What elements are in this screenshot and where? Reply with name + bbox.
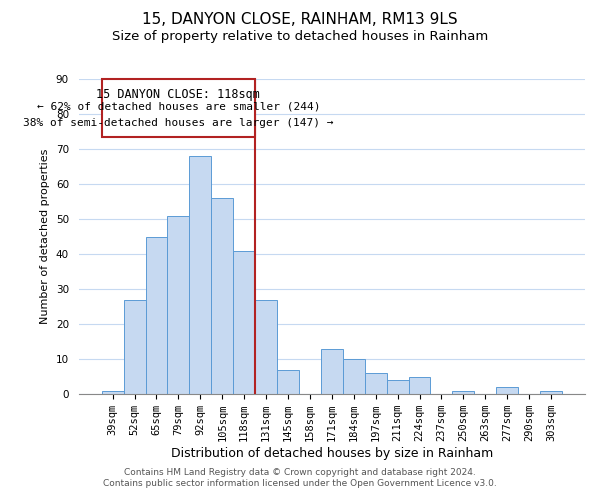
Bar: [101, 390, 124, 394]
Bar: [190, 156, 211, 394]
Text: 15, DANYON CLOSE, RAINHAM, RM13 9LS: 15, DANYON CLOSE, RAINHAM, RM13 9LS: [142, 12, 458, 28]
Text: ← 62% of detached houses are smaller (244): ← 62% of detached houses are smaller (24…: [37, 102, 320, 112]
Bar: [146, 236, 167, 394]
Bar: [124, 300, 146, 394]
Bar: [343, 359, 365, 394]
X-axis label: Distribution of detached houses by size in Rainham: Distribution of detached houses by size …: [171, 447, 493, 460]
Bar: [496, 387, 518, 394]
Text: Size of property relative to detached houses in Rainham: Size of property relative to detached ho…: [112, 30, 488, 43]
Bar: [255, 300, 277, 394]
Bar: [409, 376, 430, 394]
Bar: [540, 390, 562, 394]
Bar: [386, 380, 409, 394]
Bar: [233, 250, 255, 394]
Y-axis label: Number of detached properties: Number of detached properties: [40, 149, 50, 324]
Bar: [452, 390, 475, 394]
Bar: [321, 348, 343, 394]
Bar: [365, 373, 386, 394]
Bar: [167, 216, 190, 394]
Bar: [211, 198, 233, 394]
FancyBboxPatch shape: [101, 79, 255, 137]
Text: Contains HM Land Registry data © Crown copyright and database right 2024.
Contai: Contains HM Land Registry data © Crown c…: [103, 468, 497, 487]
Text: 38% of semi-detached houses are larger (147) →: 38% of semi-detached houses are larger (…: [23, 118, 334, 128]
Text: 15 DANYON CLOSE: 118sqm: 15 DANYON CLOSE: 118sqm: [97, 88, 260, 101]
Bar: [277, 370, 299, 394]
